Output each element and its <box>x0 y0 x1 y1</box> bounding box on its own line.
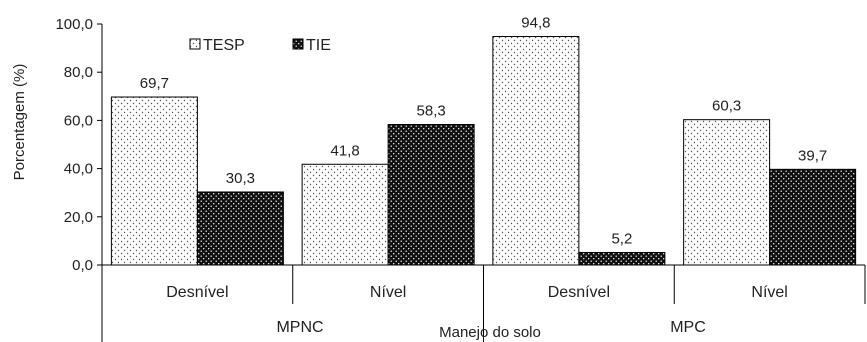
y-tick-label: 20,0 <box>64 209 93 226</box>
bar-tie <box>769 168 857 266</box>
bar-tie <box>196 191 284 266</box>
data-label: 5,2 <box>611 230 632 247</box>
y-tick-label: 100,0 <box>55 16 93 33</box>
legend-label: TESP <box>203 37 245 54</box>
data-label: 39,7 <box>798 147 827 164</box>
legend-swatch-tie <box>292 38 304 50</box>
data-label: 58,3 <box>417 102 446 119</box>
x-axis-title: Manejo do solo <box>439 324 541 341</box>
y-tick-label: 80,0 <box>64 64 93 81</box>
bar-tesp <box>492 36 580 266</box>
group-label: MPNC <box>276 319 323 336</box>
bars <box>110 36 857 266</box>
legend: TESP TIE <box>189 37 331 54</box>
y-tick-label: 0,0 <box>72 257 93 274</box>
y-axis-title: Porcentagem (%) <box>11 64 28 181</box>
category-label: Nível <box>751 284 787 301</box>
axes: 0,0 20,0 40,0 60,0 80,0 100,0 Desnível Nível Des… <box>55 16 866 342</box>
category-label: Desnível <box>548 284 610 301</box>
group-label: MPC <box>670 319 706 336</box>
data-label: 60,3 <box>712 98 741 115</box>
legend-label: TIE <box>306 37 331 54</box>
y-tick-label: 40,0 <box>64 161 93 178</box>
data-labels: 69,7 30,3 41,8 58,3 94,8 5,2 60,3 39,7 <box>140 15 827 248</box>
data-label: 94,8 <box>521 15 550 32</box>
category-label: Desnível <box>166 284 228 301</box>
y-tick-label: 60,0 <box>64 112 93 129</box>
category-label: Nível <box>370 284 406 301</box>
data-label: 30,3 <box>226 170 255 187</box>
bar-tesp <box>301 163 389 266</box>
bar-tie <box>387 123 475 266</box>
bar-tie <box>578 251 666 266</box>
data-label: 69,7 <box>140 75 169 92</box>
bar-tesp <box>110 96 198 266</box>
bar-tesp <box>683 119 771 266</box>
data-label: 41,8 <box>331 142 360 159</box>
legend-swatch-tesp <box>189 38 201 50</box>
